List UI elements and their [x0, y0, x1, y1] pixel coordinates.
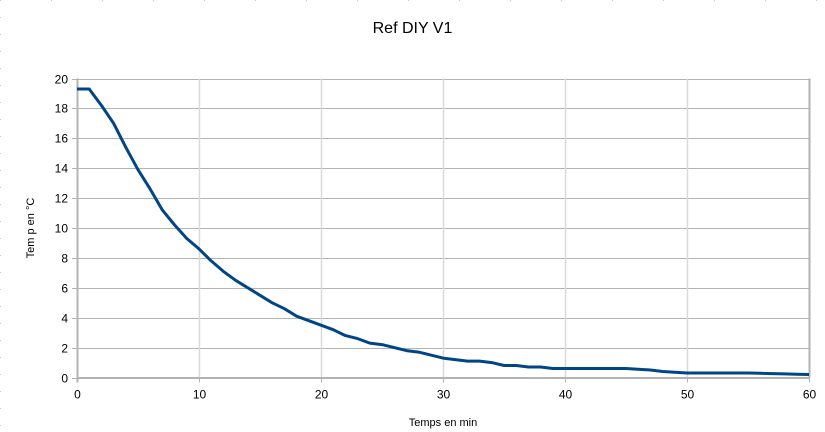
- y-tick-label: 2: [61, 342, 68, 356]
- y-tick-label: 8: [61, 252, 68, 266]
- x-tick-label: 30: [437, 388, 451, 402]
- y-tick-label: 18: [55, 102, 69, 116]
- x-tick-label: 20: [315, 388, 329, 402]
- y-tick-label: 6: [61, 282, 68, 296]
- y-axis-tick-labels: 0 2 4 6 8 10 12 14 16 18 20: [55, 73, 69, 386]
- x-tick-label: 40: [559, 388, 573, 402]
- y-tick-label: 16: [55, 132, 69, 146]
- x-tick-label: 10: [193, 388, 207, 402]
- y-tick-label: 10: [55, 222, 69, 236]
- axes: [72, 78, 810, 383]
- x-axis-tick-labels: 0 10 20 30 40 50 60: [74, 388, 816, 402]
- x-tick-label: 0: [74, 388, 81, 402]
- x-axis-title: Temps en min: [409, 417, 477, 429]
- y-tick-label: 12: [55, 192, 69, 206]
- x-tick-label: 50: [681, 388, 695, 402]
- sheet-gridline-top: [0, 0, 825, 1]
- y-tick-label: 0: [61, 372, 68, 386]
- y-tick-label: 4: [61, 312, 68, 326]
- series-line-ref-diy-v1: [77, 87, 810, 376]
- gridlines: [77, 78, 811, 378]
- y-tick-label: 14: [55, 162, 69, 176]
- chart-title: Ref DIY V1: [372, 20, 453, 37]
- y-axis-title: Tem p en °C: [25, 198, 37, 259]
- y-tick-label: 20: [55, 73, 69, 87]
- x-tick-label: 60: [803, 388, 817, 402]
- sheet-gridline-left: [0, 0, 1, 432]
